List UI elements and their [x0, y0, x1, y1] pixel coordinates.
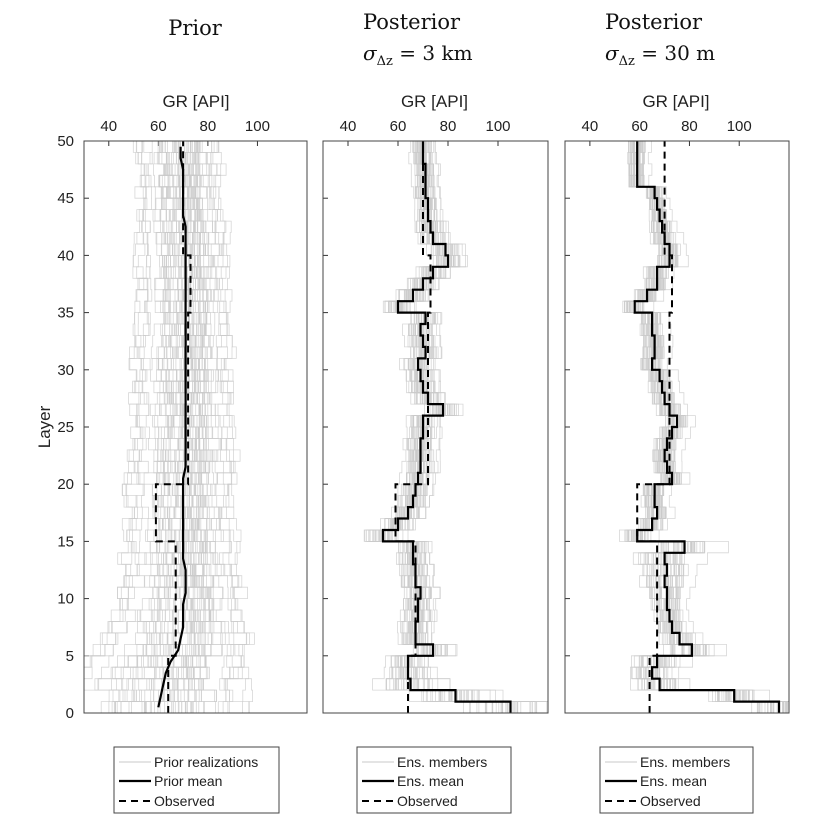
ensemble-member-line [161, 141, 195, 713]
ensemble-member-line [137, 141, 178, 713]
y-tick-label: 40 [57, 247, 74, 264]
x-tick-label: 40 [100, 118, 117, 135]
ensemble-member-line [631, 141, 772, 713]
plot-area [363, 141, 548, 713]
ensemble-member-line [629, 141, 769, 713]
legend-mean-label: Ens. mean [640, 773, 707, 789]
ensemble-member-line [122, 141, 181, 713]
ensemble-member-line [384, 141, 519, 713]
ensemble-member-line [627, 141, 775, 713]
axes-frame [322, 140, 549, 714]
legend-observed-label: Observed [397, 793, 458, 809]
x-tick-label: 80 [681, 118, 698, 135]
ensemble-member-line [205, 141, 248, 713]
x-axis-label: GR [API] [162, 92, 229, 111]
ensemble-member-line [629, 141, 768, 713]
mean-line [157, 146, 187, 708]
ensemble-member-line [383, 141, 512, 713]
ensemble-member-line [629, 141, 780, 713]
y-tick-label: 50 [57, 133, 74, 150]
axes-frame [564, 140, 790, 714]
panel-title: Prior [168, 16, 223, 40]
x-tick-label: 40 [340, 118, 357, 135]
legend-ensemble-label: Prior realizations [154, 754, 258, 770]
ensemble-member-line [642, 141, 789, 702]
ensemble-member-line [630, 141, 766, 713]
y-axis-label: Layer [35, 405, 54, 448]
observed-line [636, 141, 673, 713]
observed-line [394, 141, 432, 713]
legend: Ens. members Ens. mean Observed [356, 746, 512, 814]
x-tick-label: 80 [200, 118, 217, 135]
x-tick-label: 60 [631, 118, 648, 135]
ensemble-member-line [628, 141, 761, 713]
ensemble-member-line [647, 141, 789, 702]
y-tick-label: 10 [57, 591, 74, 608]
axes-frame [83, 140, 308, 714]
ensemble-member-line [402, 141, 548, 702]
x-axis-label: GR [API] [642, 92, 709, 111]
ensemble-member-line [384, 141, 515, 713]
ensemble-member-line [633, 141, 778, 713]
ensemble-member-line [120, 141, 176, 713]
ensemble-member-line [183, 141, 207, 713]
observed-line [154, 141, 192, 713]
mean-line [633, 141, 781, 713]
x-tick-label: 80 [440, 118, 457, 135]
y-tick-label: 15 [57, 533, 74, 550]
plot-area [84, 141, 255, 713]
legend-observed-label: Observed [640, 793, 701, 809]
ensemble-member-line [395, 141, 548, 713]
ensemble-member-line [211, 141, 255, 713]
chart-panel-2: Posterior σΔz = 3 km GR [API] 40 60 80 100 Ens.… [322, 10, 549, 814]
ensemble-member-line [394, 141, 548, 702]
panel-subtitle: σΔz = 30 m [605, 41, 715, 69]
ensemble-member-line [98, 141, 168, 713]
y-tick-label: 45 [57, 190, 74, 207]
ensemble-member-line [188, 141, 223, 713]
x-tick-label: 60 [390, 118, 407, 135]
y-tick-label: 25 [57, 419, 74, 436]
ensemble-member-line [198, 141, 226, 713]
ensemble-member-line [629, 141, 772, 713]
x-tick-label: 60 [150, 118, 167, 135]
legend: Prior realizations Prior mean Observed [113, 746, 280, 814]
mean-line [381, 141, 512, 713]
y-tick-label: 30 [57, 362, 74, 379]
y-tick-label: 5 [66, 648, 74, 665]
panel-subtitle: σΔz = 3 km [363, 41, 473, 69]
x-axis-label: GR [API] [401, 92, 468, 111]
ensemble-member-line [84, 141, 150, 668]
ensemble-member-line [149, 141, 196, 713]
ensemble-member-line [629, 141, 771, 713]
legend-mean-label: Prior mean [154, 773, 222, 789]
legend-ensemble-label: Ens. members [640, 754, 730, 770]
y-tick-label: 0 [66, 705, 74, 722]
legend-ensemble-label: Ens. members [397, 754, 487, 770]
panel-title: Posterior [605, 10, 703, 34]
x-tick-label: 100 [245, 118, 270, 135]
panel-title: Posterior [363, 10, 461, 34]
y-tick-label: 20 [57, 476, 74, 493]
ensemble-member-line [378, 141, 507, 713]
y-tick-label: 35 [57, 305, 74, 322]
ensemble-member-line [384, 141, 516, 713]
ensemble-member-line [389, 141, 537, 713]
legend: Ens. members Ens. mean Observed [599, 746, 754, 814]
chart-panel-3: Posterior σΔz = 30 m GR [API] 40 60 80 100 Ens.… [564, 10, 790, 814]
x-tick-label: 100 [485, 118, 510, 135]
ensemble-member-line [84, 141, 152, 668]
chart-panel-1: Prior GR [API] 40 60 80 100 0 5 10 15 20 25 30 35 40 45… [35, 16, 308, 814]
x-tick-label: 100 [727, 118, 752, 135]
plot-area [619, 141, 789, 713]
x-tick-label: 40 [582, 118, 599, 135]
legend-observed-label: Observed [154, 793, 215, 809]
legend-mean-label: Ens. mean [397, 773, 464, 789]
